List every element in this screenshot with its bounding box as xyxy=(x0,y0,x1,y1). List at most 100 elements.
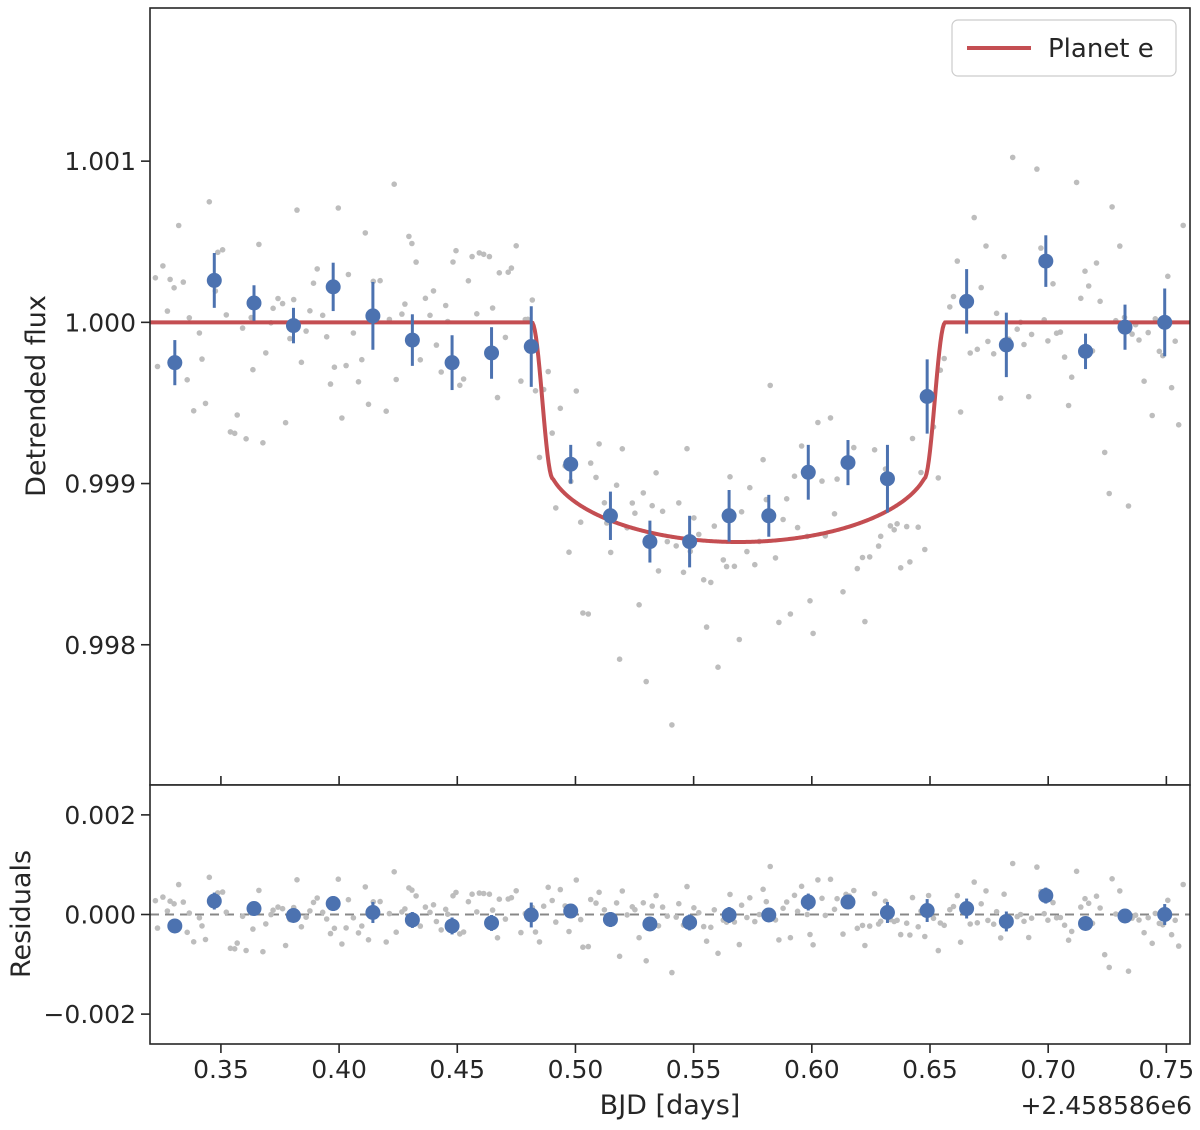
binned-residual-point xyxy=(484,915,500,931)
raw-residual-point xyxy=(206,874,213,881)
top-y-tick-label: 1.001 xyxy=(64,147,136,176)
raw-residual-point xyxy=(787,934,794,941)
raw-point xyxy=(632,510,638,516)
raw-residual-point xyxy=(711,907,718,913)
x-tick-label: 0.45 xyxy=(429,1055,485,1084)
raw-point xyxy=(827,415,834,421)
raw-residual-point xyxy=(444,911,451,917)
raw-point xyxy=(518,378,524,384)
raw-residual-point xyxy=(708,924,714,931)
raw-point xyxy=(243,436,249,442)
raw-residual-point xyxy=(703,938,710,944)
binned-residual-point xyxy=(761,907,777,923)
bottom-panel: −0.002 0.000 0.002 0.35 0.40 0.45 0.50 0.55 0.6… xyxy=(6,776,1194,1121)
raw-point xyxy=(772,555,779,561)
raw-residual-point xyxy=(427,909,433,916)
binned-flux-point xyxy=(563,456,579,472)
raw-residual-point xyxy=(171,901,177,907)
raw-point xyxy=(918,469,924,476)
raw-residual-point xyxy=(1175,943,1182,949)
raw-point xyxy=(450,259,456,265)
binned-residual-point xyxy=(682,914,698,930)
raw-residual-point xyxy=(957,939,964,945)
bottom-y-axis-label: Residuals xyxy=(6,850,37,978)
raw-residual-point xyxy=(585,943,592,950)
raw-point xyxy=(476,250,483,256)
raw-residual-point xyxy=(1165,897,1171,904)
top-plot-area xyxy=(150,8,1190,785)
raw-residual-point xyxy=(268,911,274,918)
raw-point xyxy=(596,441,602,447)
raw-point xyxy=(413,259,419,265)
raw-point xyxy=(877,533,884,540)
raw-point xyxy=(887,523,894,529)
raw-residual-point xyxy=(985,917,991,924)
binned-residual-point xyxy=(959,901,975,917)
raw-residual-point xyxy=(1028,915,1035,921)
raw-residual-point xyxy=(767,863,773,870)
raw-residual-point xyxy=(1045,917,1051,923)
top-raw-points xyxy=(152,154,1186,728)
raw-point xyxy=(310,280,317,287)
raw-point xyxy=(815,419,821,426)
raw-point xyxy=(862,618,868,625)
raw-residual-point xyxy=(1106,964,1112,971)
binned-flux-point xyxy=(721,508,737,524)
raw-point xyxy=(997,395,1004,401)
x-axis-offset-label: +2.458586e6 xyxy=(1020,1091,1192,1120)
raw-point xyxy=(1097,298,1103,305)
raw-point xyxy=(957,409,964,415)
raw-residual-point xyxy=(152,897,159,904)
raw-residual-point xyxy=(545,884,551,891)
raw-residual-point xyxy=(553,919,559,925)
raw-point xyxy=(875,543,882,549)
binned-flux-point xyxy=(206,272,222,288)
binned-residual-point xyxy=(206,893,222,909)
raw-residual-point xyxy=(624,912,630,918)
raw-residual-point xyxy=(783,899,790,905)
raw-residual-point xyxy=(219,889,226,895)
raw-point xyxy=(752,561,758,568)
raw-residual-point xyxy=(1078,904,1084,910)
raw-point xyxy=(1175,422,1182,428)
raw-residual-point xyxy=(659,904,666,910)
raw-point xyxy=(871,447,878,453)
raw-point xyxy=(186,315,193,321)
raw-residual-point xyxy=(303,914,309,920)
raw-residual-point xyxy=(971,879,977,885)
raw-residual-point xyxy=(1085,900,1092,907)
raw-point xyxy=(545,368,551,375)
raw-point xyxy=(1125,503,1132,509)
raw-point xyxy=(859,554,866,561)
raw-point xyxy=(909,435,916,442)
binned-flux-point xyxy=(840,455,856,471)
binned-flux-point xyxy=(167,355,183,371)
raw-point xyxy=(303,328,309,334)
raw-point xyxy=(669,722,675,728)
raw-residual-point xyxy=(231,946,238,952)
raw-residual-point xyxy=(1141,929,1147,936)
raw-point xyxy=(167,276,173,283)
raw-point xyxy=(335,205,342,211)
raw-residual-point xyxy=(502,916,509,922)
raw-point xyxy=(643,678,649,685)
legend-label-planet-e: Planet e xyxy=(1048,34,1154,64)
raw-residual-point xyxy=(270,907,276,913)
raw-residual-point xyxy=(196,915,203,921)
top-y-axis-ticks: 0.998 0.999 1.000 1.001 xyxy=(64,147,150,660)
binned-flux-point xyxy=(761,508,777,524)
raw-residual-point xyxy=(180,899,187,905)
raw-residual-point xyxy=(866,923,873,929)
raw-residual-point xyxy=(1152,910,1159,917)
bottom-y-tick-label: −0.002 xyxy=(43,1000,136,1029)
raw-point xyxy=(350,330,357,336)
raw-residual-point xyxy=(776,937,782,943)
raw-point xyxy=(983,243,989,249)
raw-residual-point xyxy=(489,907,496,913)
binned-residual-point xyxy=(523,907,539,923)
binned-residual-point xyxy=(167,918,183,934)
raw-residual-point xyxy=(256,887,262,894)
raw-residual-point xyxy=(430,902,437,908)
raw-residual-point xyxy=(573,877,580,883)
raw-point xyxy=(314,266,321,272)
